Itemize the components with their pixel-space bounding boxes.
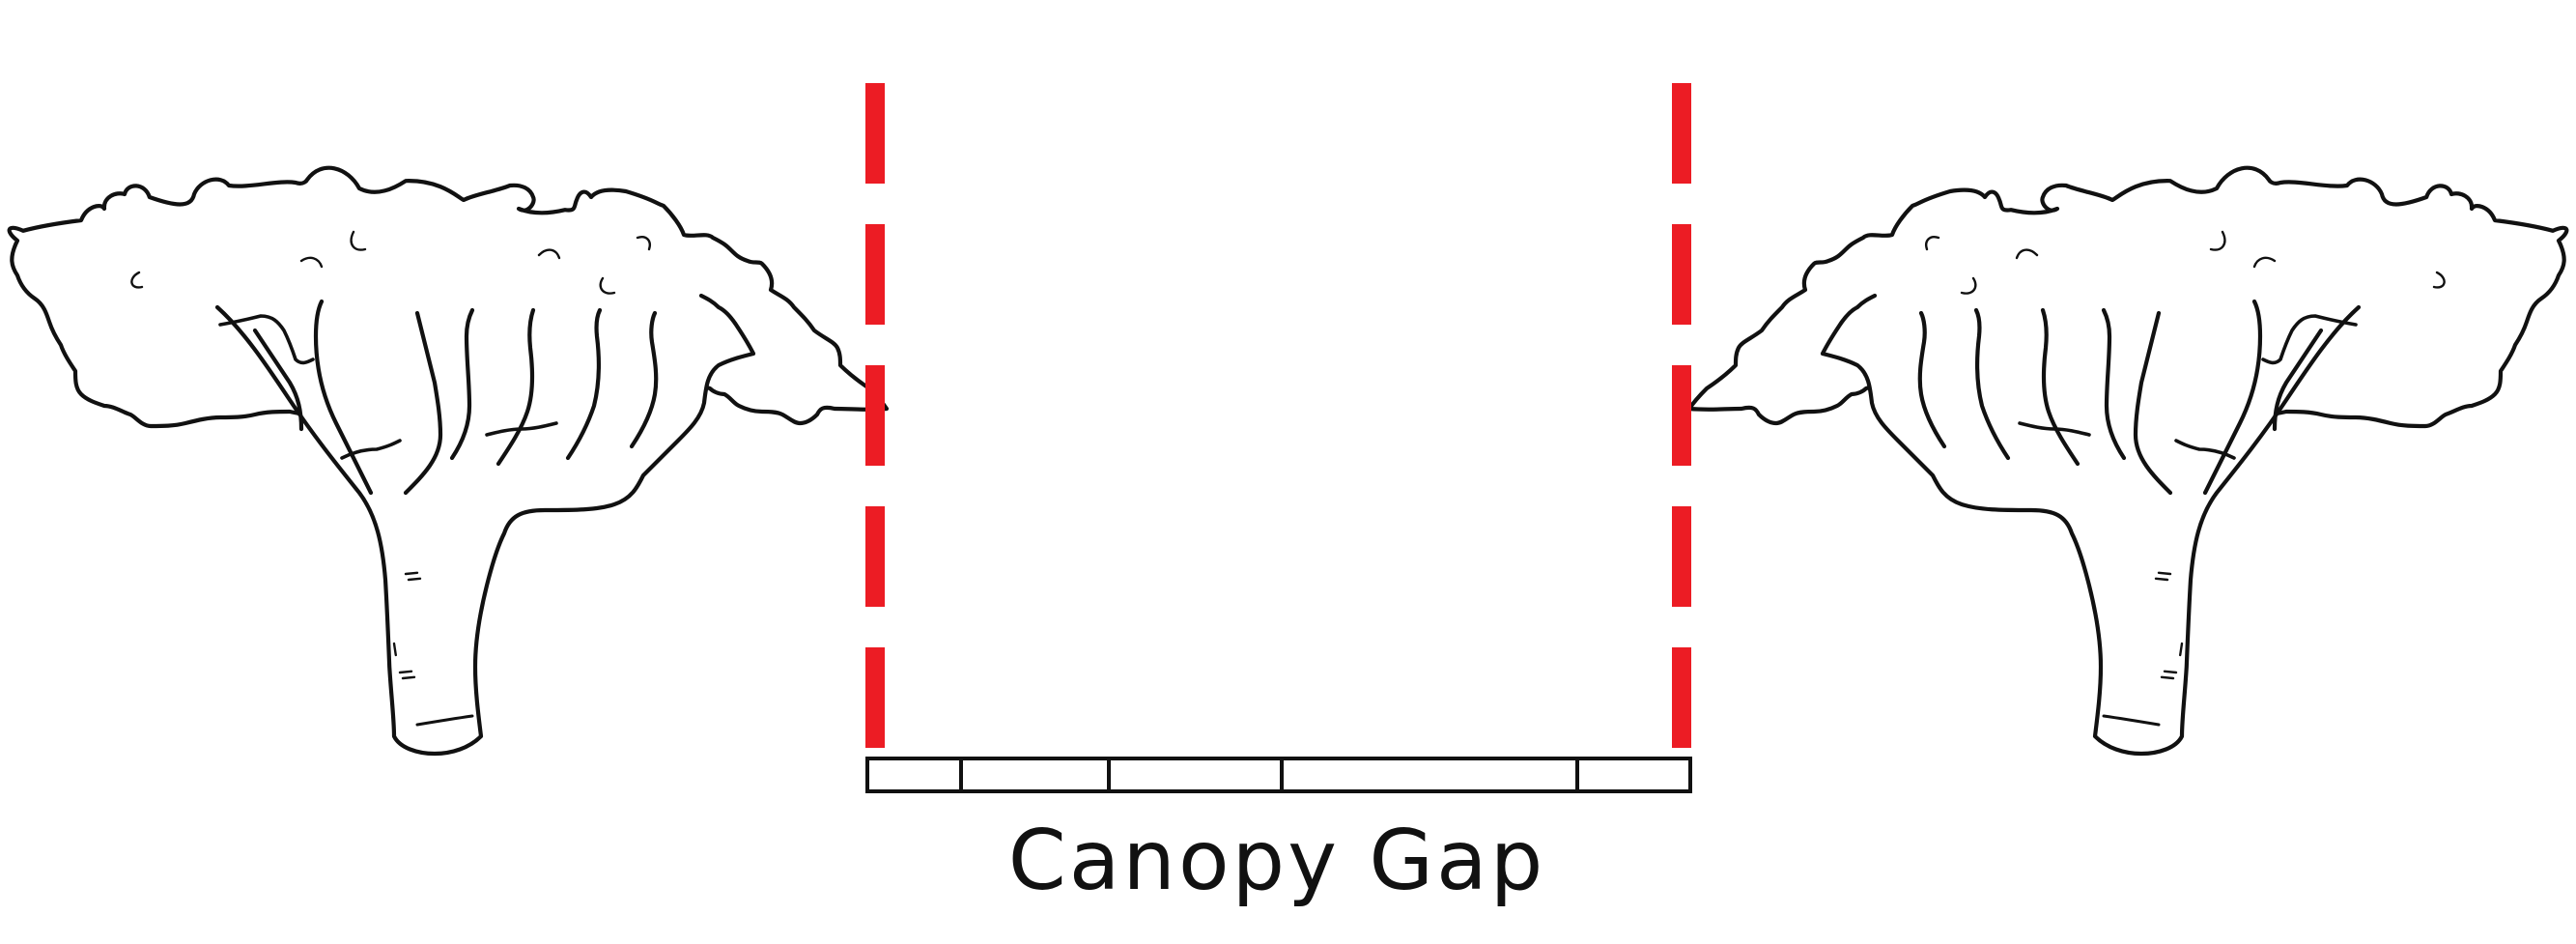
tree-icon-left <box>10 168 887 754</box>
caption-label: Canopy Gap <box>1007 813 1546 909</box>
scale-bar <box>865 757 1692 793</box>
tree-icon-right <box>1689 168 2566 754</box>
scale-bar-outline <box>865 757 1692 793</box>
